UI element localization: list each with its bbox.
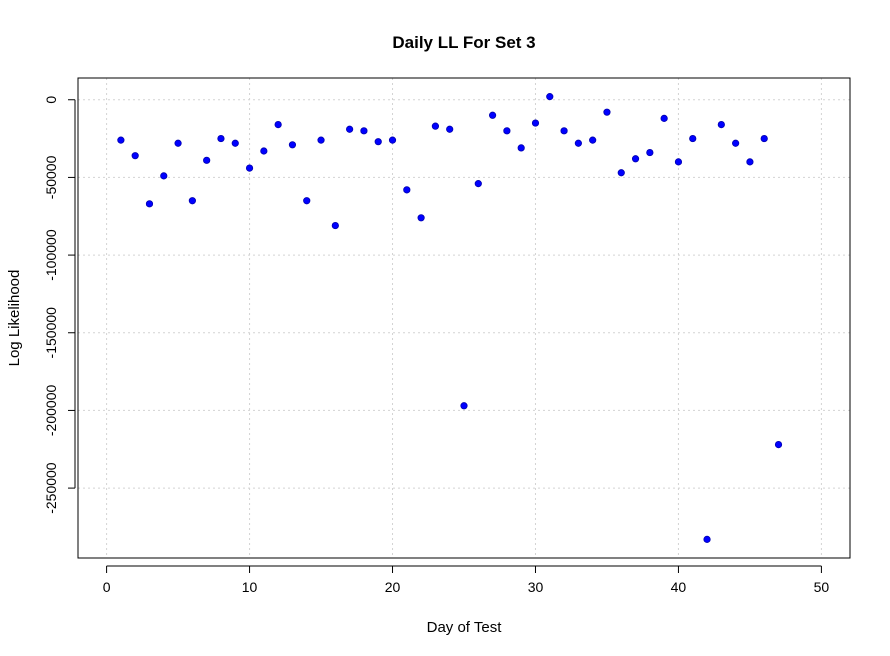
grid-lines xyxy=(78,78,850,558)
data-point xyxy=(360,127,368,135)
data-point xyxy=(560,127,568,135)
data-point xyxy=(774,441,783,449)
data-point xyxy=(388,136,397,144)
data-point xyxy=(231,139,239,147)
y-axis: 0 -50000 -100000 -150000 -200000 -250000 xyxy=(43,96,76,514)
data-point xyxy=(589,136,597,144)
data-point xyxy=(689,134,697,143)
data-point xyxy=(160,172,168,180)
y-tick-label: -150000 xyxy=(43,307,59,359)
x-tick-label: 50 xyxy=(814,579,830,595)
data-point xyxy=(732,139,740,147)
data-point xyxy=(217,134,225,143)
data-point xyxy=(203,156,211,164)
data-point xyxy=(245,164,254,172)
data-point xyxy=(746,158,754,166)
data-point xyxy=(760,134,768,143)
y-tick-label: -200000 xyxy=(43,385,59,437)
data-point xyxy=(346,125,354,133)
x-tick-label: 0 xyxy=(103,579,111,595)
data-point xyxy=(145,200,154,208)
y-axis-label: Log Likelihood xyxy=(6,270,23,367)
data-point xyxy=(303,197,311,205)
data-point xyxy=(474,180,482,188)
data-point xyxy=(174,139,182,147)
data-point xyxy=(646,148,654,157)
data-point xyxy=(703,535,711,543)
chart-title: Daily LL For Set 3 xyxy=(392,33,535,52)
data-point xyxy=(188,197,196,205)
data-point xyxy=(574,139,582,147)
data-point xyxy=(131,152,139,160)
x-tick-label: 30 xyxy=(528,579,544,595)
y-tick-label: -250000 xyxy=(43,462,59,514)
y-tick-label: -100000 xyxy=(43,229,59,281)
data-point xyxy=(446,125,454,133)
data-point xyxy=(503,127,511,135)
data-point xyxy=(403,186,411,194)
data-point xyxy=(417,214,425,222)
data-point xyxy=(631,155,640,163)
plot-frame xyxy=(77,77,851,559)
data-point xyxy=(274,121,282,129)
data-point xyxy=(660,114,668,122)
data-point xyxy=(288,141,297,149)
data-point xyxy=(617,169,625,177)
data-point xyxy=(546,93,554,101)
data-point xyxy=(317,136,325,144)
y-tick-label: 0 xyxy=(43,96,59,104)
data-point xyxy=(260,147,268,155)
x-tick-label: 20 xyxy=(385,579,401,595)
x-tick-label: 40 xyxy=(671,579,687,595)
data-point xyxy=(517,144,525,152)
data-point xyxy=(674,158,683,166)
data-point xyxy=(117,136,125,144)
y-tick-label: -50000 xyxy=(43,155,59,199)
data-point xyxy=(531,119,540,127)
data-point xyxy=(603,108,611,116)
x-axis-label: Day of Test xyxy=(427,619,503,636)
data-point xyxy=(374,138,382,146)
x-axis: 0 10 20 30 40 50 xyxy=(103,565,830,595)
x-tick-label: 10 xyxy=(242,579,258,595)
data-point xyxy=(331,221,339,230)
data-point xyxy=(717,121,725,129)
data-points xyxy=(117,93,783,543)
data-point xyxy=(460,402,468,410)
data-point xyxy=(431,122,440,130)
data-point xyxy=(488,111,497,119)
